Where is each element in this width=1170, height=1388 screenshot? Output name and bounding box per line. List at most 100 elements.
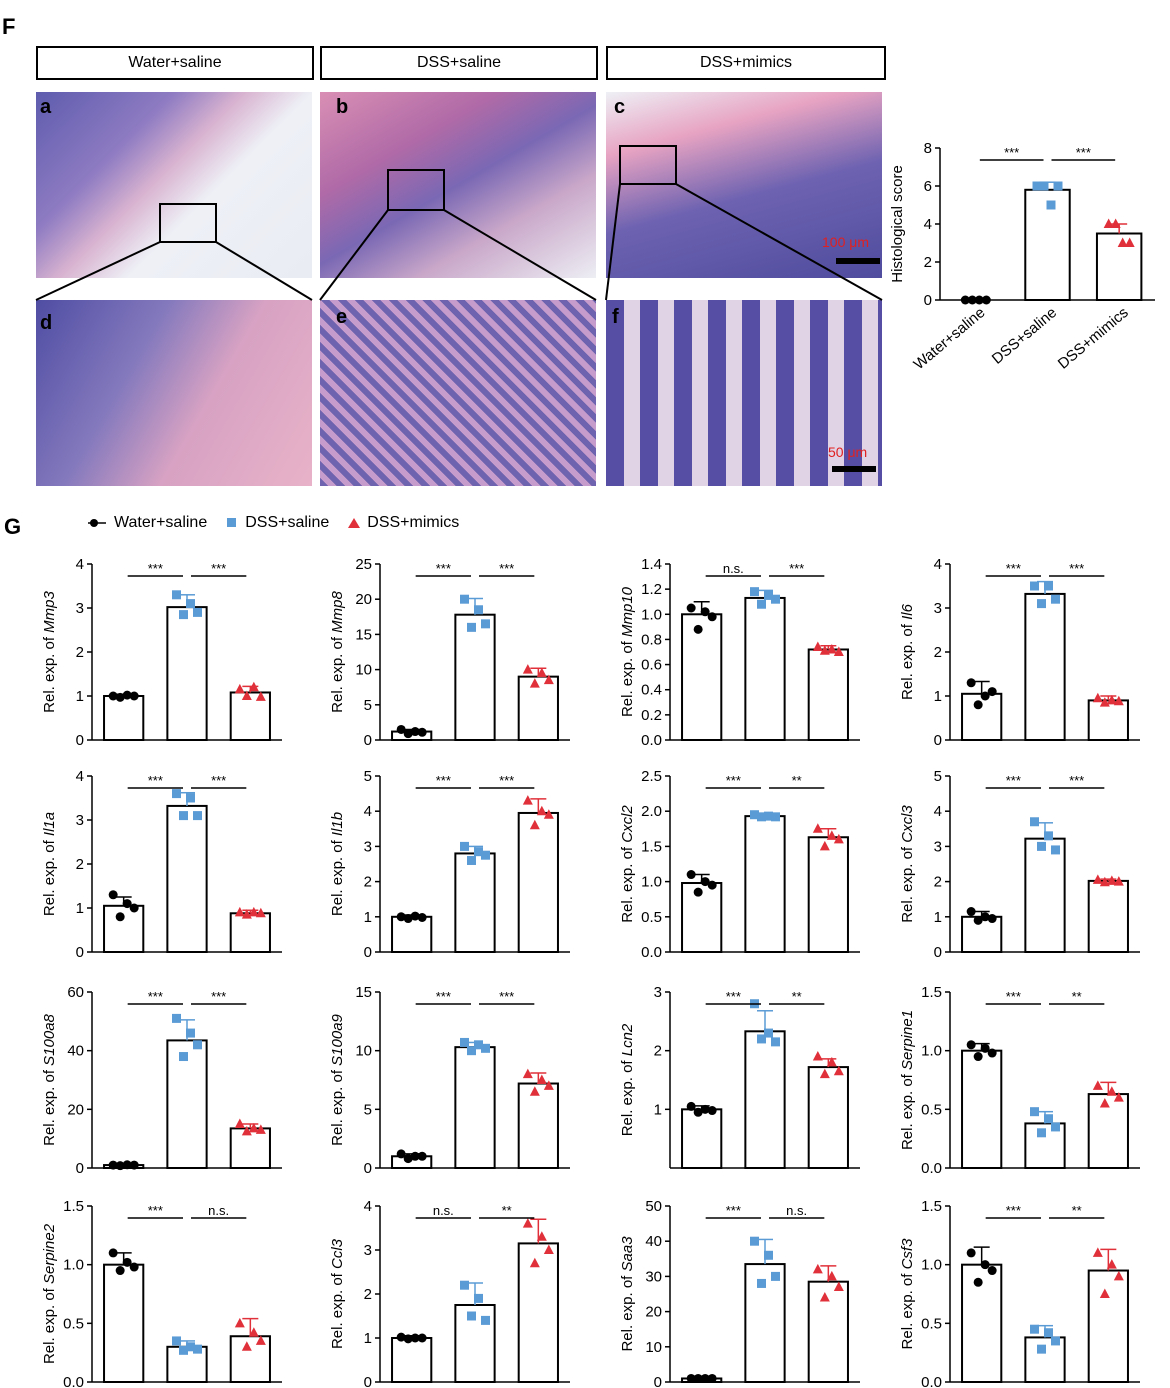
data-point xyxy=(234,683,245,694)
y-axis-label: Rel. exp. of Cxcl3 xyxy=(899,805,916,923)
data-point xyxy=(467,855,476,865)
y-tick-label: 0.2 xyxy=(641,707,662,724)
micrograph-c xyxy=(606,92,882,278)
y-tick-label: 15 xyxy=(355,984,372,1001)
data-point xyxy=(417,1333,427,1343)
data-point xyxy=(812,1051,823,1061)
chart-histological-score: 0 2 4 6 8 Histological score *** *** Water+salin… xyxy=(889,140,1155,373)
significance-label: *** xyxy=(1069,773,1084,788)
data-point xyxy=(1110,218,1121,228)
y-axis-label: Rel. exp. of S100a8 xyxy=(41,1013,58,1145)
data-point xyxy=(410,727,420,737)
bar xyxy=(807,1066,849,1169)
data-point xyxy=(764,590,773,600)
y-axis-label: Rel. exp. of Il1a xyxy=(41,812,58,916)
data-point xyxy=(966,907,976,917)
data-point xyxy=(1092,874,1103,884)
y-tick-label: 3 xyxy=(364,1242,372,1259)
y-tick-label: 3 xyxy=(76,600,84,617)
data-point xyxy=(474,605,483,615)
panel-letter-g: G xyxy=(4,514,22,539)
y-axis-label-gene: Ccl3 xyxy=(329,1238,346,1269)
data-point xyxy=(234,1317,245,1328)
bar xyxy=(807,836,849,953)
header-dss-mimics: DSS+mimics xyxy=(606,46,886,80)
significance-label: *** xyxy=(148,561,163,576)
y-tick-label: 0 xyxy=(76,732,84,749)
data-point xyxy=(1032,181,1042,191)
data-point xyxy=(172,590,181,600)
chart-mmp3: 0 1 2 3 4 Rel. exp. of Mmp3 *** *** xyxy=(41,556,282,749)
bar xyxy=(391,1337,433,1383)
y-tick-label: 3 xyxy=(76,812,84,829)
data-point xyxy=(129,691,139,701)
data-point xyxy=(529,678,540,688)
data-point xyxy=(973,915,983,925)
sub-letter-e: e xyxy=(336,306,348,328)
bar xyxy=(744,1030,786,1169)
y-axis-label-gene: Serpine2 xyxy=(41,1223,58,1284)
micrograph-d xyxy=(36,300,312,486)
data-point xyxy=(248,1327,259,1337)
y-axis-label-prefix: Rel. exp. of xyxy=(329,633,346,713)
legend-item-water-saline: Water+saline xyxy=(86,514,207,532)
data-point xyxy=(764,811,773,821)
sub-letter-c: c xyxy=(614,96,626,118)
data-point xyxy=(467,1311,476,1321)
bar xyxy=(103,904,145,954)
data-point xyxy=(186,1342,195,1352)
y-tick-label: 1.0 xyxy=(921,1257,942,1274)
significance-label: *** xyxy=(1006,773,1021,788)
data-point xyxy=(1044,581,1053,591)
data-point xyxy=(410,911,420,921)
micrograph-f xyxy=(606,300,882,486)
data-point xyxy=(108,691,118,701)
scale-label-50um: 50 μm xyxy=(828,444,868,460)
data-point xyxy=(481,1043,490,1053)
y-axis-label-gene: Cxcl3 xyxy=(899,805,916,843)
y-tick-label: 1.2 xyxy=(641,581,662,598)
data-point xyxy=(764,1028,773,1038)
data-point xyxy=(693,624,703,634)
y-tick-label: 0 xyxy=(654,1374,662,1388)
data-point xyxy=(1044,1114,1053,1124)
y-tick-label: 1.5 xyxy=(641,838,662,855)
significance-label: *** xyxy=(1076,145,1091,160)
y-axis-label-gene: Il1a xyxy=(41,812,58,836)
y-axis-label-prefix: Rel. exp. of xyxy=(329,1066,346,1146)
data-point xyxy=(460,1280,469,1290)
data-point xyxy=(1030,581,1039,591)
y-tick-label: 1.0 xyxy=(921,1043,942,1060)
data-point xyxy=(529,1086,540,1096)
significance-label: ** xyxy=(1072,989,1082,1004)
chart-cxcl3: 0 1 2 3 4 5 Rel. exp. of Cxcl3 *** *** xyxy=(899,768,1140,961)
y-axis-label-prefix: Rel. exp. of xyxy=(329,1269,346,1349)
data-point xyxy=(255,1124,266,1134)
significance-label: *** xyxy=(499,561,514,576)
data-point xyxy=(108,1248,118,1258)
data-point xyxy=(819,645,830,655)
y-tick-label: 4 xyxy=(76,768,84,785)
data-point xyxy=(1046,200,1056,210)
y-tick-label: 0 xyxy=(364,1374,372,1388)
data-point xyxy=(255,1335,266,1345)
data-point xyxy=(543,809,554,819)
data-point xyxy=(241,1341,252,1351)
data-point xyxy=(410,1151,420,1161)
data-point xyxy=(833,1281,844,1291)
y-axis-label-gene: S100a9 xyxy=(329,1013,346,1065)
scale-bar-top xyxy=(836,258,880,264)
data-point xyxy=(1092,692,1103,703)
data-point xyxy=(403,729,413,739)
data-point xyxy=(410,1333,420,1343)
data-point xyxy=(248,906,259,917)
data-point xyxy=(819,1292,830,1302)
significance-label: *** xyxy=(436,773,451,788)
data-point xyxy=(686,870,696,880)
y-axis-label-prefix: Rel. exp. of xyxy=(619,1056,636,1136)
data-point xyxy=(826,1270,837,1281)
significance-label: *** xyxy=(148,773,163,788)
significance-label: *** xyxy=(211,773,226,788)
